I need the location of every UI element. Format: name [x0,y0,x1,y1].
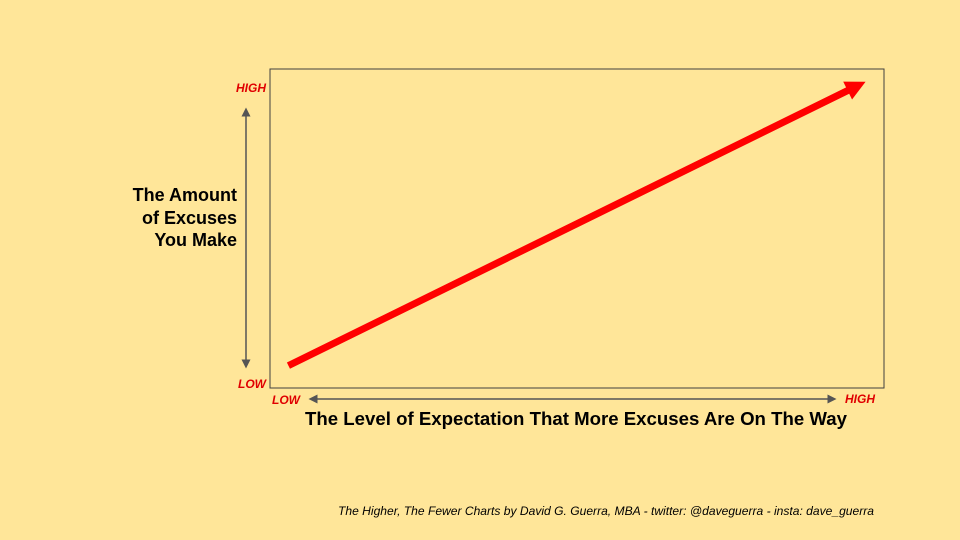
y-tick-low: LOW [238,377,268,391]
series-line [286,85,853,369]
x-axis-label: The Level of Expectation That More Excus… [305,409,847,429]
y-axis-label-line-3: You Make [154,230,237,250]
y-axis-label-line-1: The Amount [133,185,237,205]
series-layer [286,81,866,369]
plot-area [269,68,885,389]
footer-credit: The Higher, The Fewer Charts by David G.… [338,504,874,518]
x-tick-high: HIGH [845,392,875,406]
y-tick-high: HIGH [236,81,266,95]
y-axis-label-line-2: of Excuses [142,208,237,228]
series-arrowhead [843,81,866,100]
x-tick-low: LOW [272,393,302,407]
